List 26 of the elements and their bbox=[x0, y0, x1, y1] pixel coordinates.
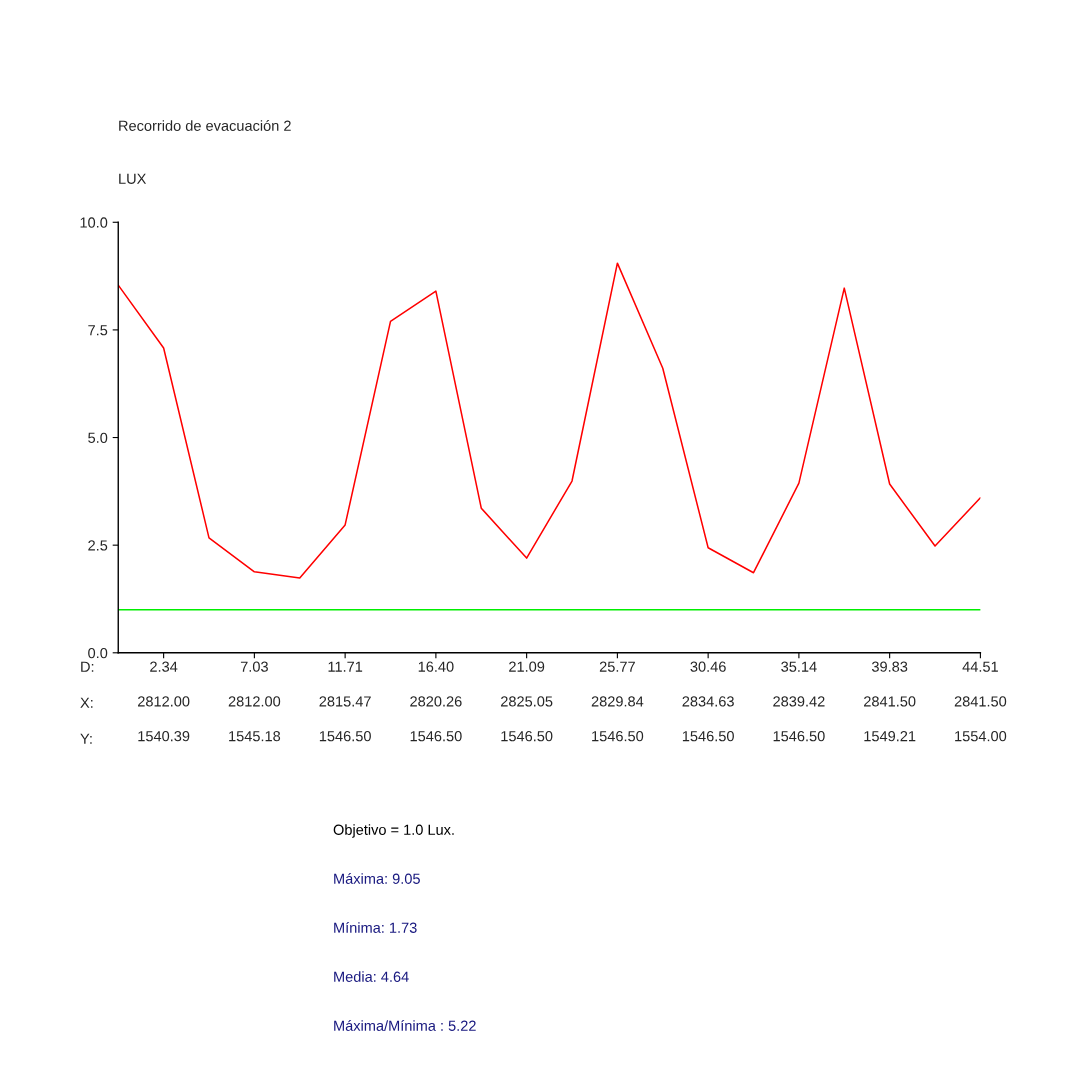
y-tick-label: 2.5 bbox=[88, 540, 108, 551]
category-label: 30.46 2834.63 1546.50 bbox=[682, 661, 734, 742]
y-tick-label: 0.0 bbox=[88, 647, 108, 659]
y-tick-label: 5.0 bbox=[88, 432, 108, 443]
text: Media: 4.64 bbox=[334, 971, 409, 982]
category-label: 11.71 2815.47 1546.50 bbox=[319, 661, 371, 742]
category-label: 35.14 2839.42 1546.50 bbox=[773, 661, 825, 742]
text: Mínima: 1.73 bbox=[334, 922, 417, 933]
category-label: 44.51 2841.50 1554.00 bbox=[954, 661, 1007, 742]
category-label: 39.83 2841.50 1549.21 bbox=[864, 661, 916, 742]
text: Y: bbox=[80, 733, 92, 744]
category-label: 21.09 2825.05 1546.50 bbox=[501, 661, 553, 742]
text: D: bbox=[81, 661, 94, 672]
category-label: 2.34 2812.00 1540.39 bbox=[138, 661, 190, 742]
line-series bbox=[118, 262, 981, 579]
text: X: bbox=[80, 697, 93, 708]
text: Máxima/Mínima : 5.22 bbox=[334, 1020, 476, 1031]
y-tick-label: 10.0 bbox=[80, 217, 108, 228]
category-label: 25.77 2829.84 1546.50 bbox=[591, 661, 644, 742]
category-label: 7.03 2812.00 1545.18 bbox=[228, 661, 281, 742]
y-tick-label: 7.5 bbox=[88, 325, 108, 336]
text: Máxima: 9.05 bbox=[334, 873, 420, 884]
category-label: 16.40 2820.26 1546.50 bbox=[410, 661, 462, 742]
y-axis-title: LUX bbox=[119, 173, 147, 184]
text: Objetivo = 1.0 Lux. bbox=[333, 824, 454, 838]
chart-title: Recorrido de evacuación 2 bbox=[119, 120, 291, 131]
